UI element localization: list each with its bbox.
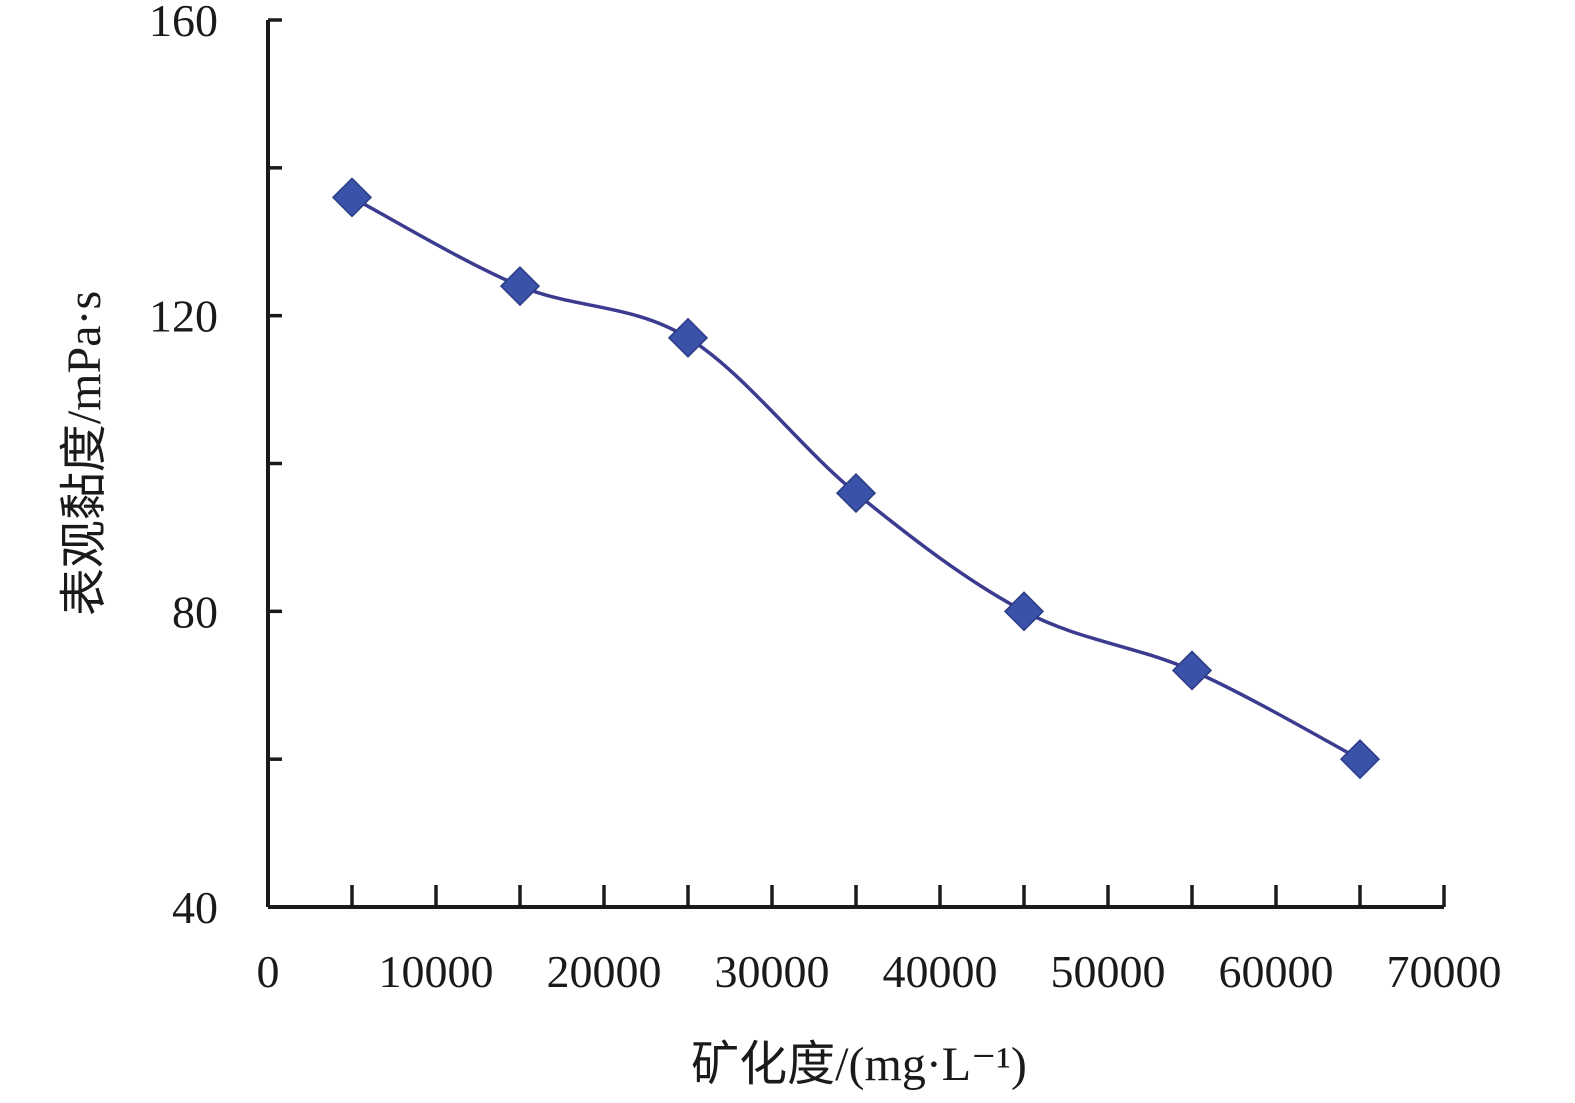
axes <box>266 20 1444 909</box>
series-group <box>331 177 1381 780</box>
y-tick-label: 120 <box>149 291 218 342</box>
data-point-marker <box>1171 650 1213 691</box>
data-point-marker <box>331 177 373 218</box>
data-point-marker <box>1003 591 1045 632</box>
x-tick-label: 50000 <box>1051 946 1166 997</box>
data-point-marker <box>835 473 877 514</box>
x-tick-label: 10000 <box>379 946 494 997</box>
data-point-marker <box>1339 739 1381 780</box>
x-tick-label: 60000 <box>1219 946 1334 997</box>
x-tick-label: 70000 <box>1387 946 1502 997</box>
x-ticks: 0 10000 20000 30000 40000 50000 60000 70000 <box>257 885 1502 997</box>
y-tick-label: 80 <box>172 586 218 637</box>
x-tick-label: 0 <box>257 946 280 997</box>
x-tick-label: 20000 <box>547 946 662 997</box>
y-tick-label: 160 <box>149 0 218 46</box>
y-tick-label: 40 <box>172 882 218 933</box>
y-ticks: 40 80 120 160 <box>149 0 282 933</box>
y-axis-title: 表观黏度/mPa·s <box>58 291 111 616</box>
x-axis-title: 矿化度/(mg·L⁻¹) <box>691 1038 1027 1091</box>
data-point-marker <box>499 266 541 307</box>
x-tick-label: 30000 <box>715 946 830 997</box>
x-tick-label: 40000 <box>883 946 998 997</box>
data-point-marker <box>667 317 709 358</box>
